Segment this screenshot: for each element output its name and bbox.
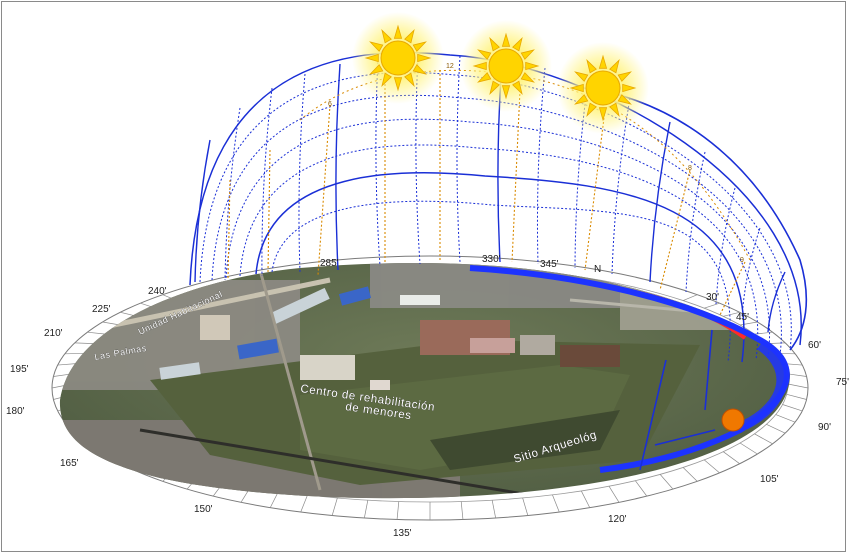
sky-num-6: 6: [328, 101, 332, 108]
azimuth-330: 330': [482, 254, 501, 265]
sun-icon: [352, 12, 444, 104]
dome-rib: [335, 63, 341, 271]
altitude-line: [719, 261, 746, 316]
azimuth-30: 30': [706, 292, 719, 303]
azimuth-labels: 330' 345' N 30' 45' 60' 75' 90' 105' 120' 135' 150'…: [6, 254, 849, 539]
ring-tick: [766, 424, 786, 434]
azimuth-120: 120': [608, 514, 627, 525]
ring-tick: [704, 302, 720, 309]
ring-tick: [754, 433, 773, 445]
ring-tick: [683, 294, 698, 301]
ring-tick: [74, 342, 94, 344]
ring-tick: [608, 486, 620, 503]
dome-arc: [225, 118, 771, 359]
dome-rib: [685, 151, 706, 293]
azimuth-60: 60': [808, 340, 821, 351]
sky-num-9: 9: [740, 257, 744, 264]
dome-rib: [649, 121, 671, 283]
ring-tick: [87, 331, 106, 335]
ring-tick: [331, 497, 338, 516]
dome-rib: [767, 271, 786, 333]
altitude-line: [584, 109, 606, 271]
ring-tick: [635, 480, 648, 497]
ring-tick: [491, 500, 496, 519]
altitude-line: [227, 179, 231, 281]
sky-num-8: 8: [688, 165, 692, 172]
ring-tick: [723, 451, 740, 464]
azimuth-north: N: [594, 264, 601, 275]
altitude-line: [317, 104, 331, 276]
dome-rib: [456, 55, 461, 263]
ring-tick: [682, 467, 698, 482]
ring-tick: [739, 321, 758, 326]
ring-tick: [396, 501, 400, 520]
azimuth-180: 180': [6, 406, 25, 417]
dome-edge: [599, 89, 808, 351]
ring-tick: [786, 393, 807, 400]
sun-icon: [460, 20, 552, 112]
dome-rib: [261, 87, 273, 277]
dome-arc: [189, 51, 802, 346]
ring-tick: [723, 311, 740, 317]
ring-tick: [787, 383, 809, 389]
dome-legs: [639, 329, 716, 471]
sun-positions: [352, 12, 649, 134]
altitude-line: [511, 89, 521, 263]
sky-num-12: 12: [446, 63, 454, 70]
sun-icon: [557, 42, 649, 134]
azimuth-150: 150': [194, 504, 213, 515]
azimuth-195: 195': [10, 364, 29, 375]
dome-rib: [194, 139, 211, 283]
dome-arc: [199, 72, 792, 351]
altitude-line: [267, 149, 271, 273]
dome-rib: [224, 107, 241, 281]
ring-tick: [659, 474, 674, 490]
azimuth-105: 105': [760, 474, 779, 485]
ring-tick: [739, 442, 758, 455]
ring-tick: [364, 500, 369, 519]
ring-tick: [57, 363, 78, 366]
azimuth-285: 285': [320, 258, 339, 269]
sun-position-marker: [721, 408, 745, 432]
azimuth-45: 45': [736, 312, 749, 323]
azimuth-75: 75': [836, 377, 849, 388]
azimuth-135: 135': [393, 528, 412, 539]
azimuth-225: 225': [92, 304, 111, 315]
dome-arc: [271, 200, 731, 363]
building-blue-roof: [237, 338, 279, 360]
dome-rib: [298, 73, 306, 273]
ring-tick: [460, 501, 464, 520]
ring-tick: [522, 497, 529, 516]
azimuth-240: 240': [148, 286, 167, 297]
azimuth-345: 345': [540, 259, 559, 270]
azimuth-210: 210': [44, 328, 63, 339]
altitude-line: [659, 169, 691, 291]
ring-tick: [775, 414, 796, 423]
dome-arc: [239, 144, 759, 361]
ring-tick: [102, 321, 121, 326]
azimuth-165: 165': [60, 458, 79, 469]
ring-tick: [300, 494, 308, 513]
solar-bands: [469, 265, 790, 473]
ring-tick: [704, 459, 720, 474]
dome-rib: [715, 187, 736, 305]
equinox-band: [469, 265, 790, 473]
dome-rib: [741, 227, 761, 319]
ring-tick: [552, 494, 560, 513]
sky-hour-numbers: 12 6 8 9: [328, 63, 744, 264]
azimuth-90: 90': [818, 422, 831, 433]
ring-tick: [580, 490, 591, 508]
ring-tick: [782, 404, 803, 412]
